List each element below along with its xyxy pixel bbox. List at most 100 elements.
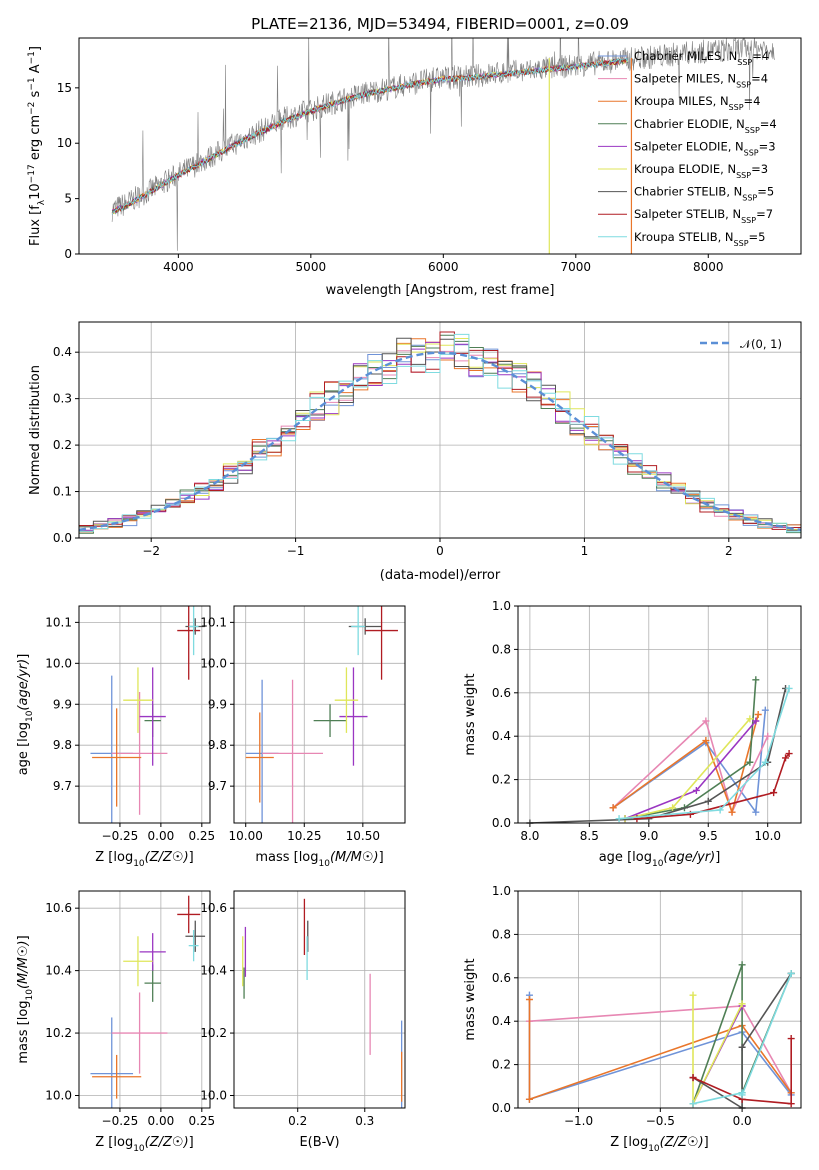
mass-vs-EBV-points bbox=[242, 898, 403, 1108]
spectrum-axes: 4000 5000 6000 7000 8000 0 5 10 15 bbox=[57, 81, 724, 274]
x-tick-label: 8.5 bbox=[580, 829, 599, 843]
mass-weight-marker bbox=[692, 786, 700, 794]
errorbar-point bbox=[177, 606, 201, 680]
x-tick-label: 9.5 bbox=[699, 829, 718, 843]
legend-entry: Salpeter STELIB, NSSP=7 bbox=[634, 207, 773, 225]
y-tick-label: 10.4 bbox=[45, 964, 72, 978]
errorbar-point bbox=[139, 933, 166, 971]
spectrum-lines bbox=[111, 38, 775, 254]
x-tick-label: 10.00 bbox=[229, 829, 263, 843]
errorbar-point bbox=[313, 704, 347, 738]
y-tick-label: 0.8 bbox=[492, 642, 511, 656]
mass-weight-marker bbox=[525, 1095, 533, 1103]
mass-weight-vs-Z-y-axis-label: mass weight bbox=[463, 958, 478, 1040]
errorbar-point bbox=[339, 667, 368, 766]
y-tick-label: 0.3 bbox=[53, 392, 72, 406]
y-tick-label: 0.2 bbox=[53, 438, 72, 452]
y-tick-label: 0.1 bbox=[53, 485, 72, 499]
mass-weight-marker bbox=[752, 676, 760, 684]
mass-weight-line bbox=[612, 710, 767, 815]
x-tick-label: 0 bbox=[436, 544, 444, 558]
x-tick-label: −0.25 bbox=[102, 829, 139, 843]
y-tick-label: 0 bbox=[64, 247, 72, 261]
x-tick-label: 10.25 bbox=[287, 829, 321, 843]
mass-weight-marker bbox=[689, 1100, 697, 1108]
residual-histogram-y-axis-label: Normed distribution bbox=[28, 365, 43, 495]
errorbar-point bbox=[92, 1054, 142, 1099]
mass-weight-marker bbox=[689, 1074, 697, 1082]
y-tick-label: 9.9 bbox=[208, 697, 227, 711]
mass-weight-marker bbox=[785, 684, 793, 692]
spectrum-legend: Chabrier MILES, NSSP=4 Salpeter MILES, NS… bbox=[598, 49, 777, 247]
x-tick-label: 0.0 bbox=[733, 1114, 752, 1128]
mass-weight-marker bbox=[689, 991, 697, 999]
mass-weight-marker bbox=[738, 961, 746, 969]
y-tick-label: 0.8 bbox=[492, 927, 511, 941]
errorbar-point bbox=[123, 936, 153, 987]
x-tick-label: 0.25 bbox=[188, 829, 215, 843]
mass-vs-Z-axes: −0.25 0.00 0.25 10.0 10.2 10.4 10.6 bbox=[45, 891, 215, 1128]
y-tick-label: 10.2 bbox=[200, 1026, 227, 1040]
x-tick-label: −1.0 bbox=[564, 1114, 593, 1128]
errorbar-point bbox=[188, 930, 199, 962]
y-tick-label: 0.6 bbox=[492, 971, 511, 985]
mass-weight-marker bbox=[770, 789, 778, 797]
errorbar-point bbox=[92, 708, 142, 807]
y-tick-label: 9.7 bbox=[208, 779, 227, 793]
x-tick-label: 0.25 bbox=[188, 1114, 215, 1128]
age-vs-mass-points bbox=[245, 606, 398, 823]
y-tick-label: 0.2 bbox=[492, 773, 511, 787]
y-tick-label: 5 bbox=[64, 192, 72, 206]
x-tick-label: 8000 bbox=[693, 260, 724, 274]
errorbar-point bbox=[123, 667, 153, 733]
y-tick-label: 10.0 bbox=[200, 1089, 227, 1103]
age-vs-mass-frame bbox=[233, 605, 406, 824]
legend-entry: Chabrier STELIB, NSSP=5 bbox=[634, 185, 774, 203]
x-tick-label: 0.2 bbox=[288, 1114, 307, 1128]
x-tick-label: 4000 bbox=[163, 260, 194, 274]
x-tick-label: 10.0 bbox=[754, 829, 781, 843]
mass-weight-marker bbox=[738, 1000, 746, 1008]
x-tick-label: 5000 bbox=[296, 260, 327, 274]
mass-weight-line bbox=[619, 688, 790, 820]
y-tick-label: 1.0 bbox=[492, 884, 511, 898]
x-tick-label: 8.0 bbox=[520, 829, 539, 843]
age-vs-mass-axes: 10.00 10.25 10.50 9.7 9.8 9.9 10.0 10.1 bbox=[200, 606, 405, 843]
mass-weight-marker bbox=[738, 1091, 746, 1099]
errorbar-point bbox=[90, 1017, 134, 1108]
spectrum-model-line bbox=[112, 56, 629, 214]
errorbar-point bbox=[185, 920, 206, 952]
x-tick-label: −2 bbox=[142, 544, 160, 558]
mass-weight-vs-Z-axes: −1.0 −0.5 0.0 0.0 0.2 0.4 0.6 0.8 1.0 bbox=[492, 884, 801, 1128]
age-vs-Z-axes: −0.25 0.00 0.25 9.7 9.8 9.9 10.0 10.1 bbox=[45, 606, 215, 843]
errorbar-point bbox=[262, 679, 324, 823]
x-tick-label: 6000 bbox=[428, 260, 459, 274]
mass-vs-EBV-frame bbox=[233, 890, 406, 1109]
mass-weight-vs-age-x-axis-label: age [log10(age/yr)] bbox=[599, 850, 721, 869]
x-tick-label: 1 bbox=[581, 544, 589, 558]
mass-weight-marker bbox=[746, 758, 754, 766]
histogram-steps bbox=[79, 331, 801, 534]
x-tick-label: 7000 bbox=[561, 260, 592, 274]
spectrum-frame bbox=[78, 37, 802, 255]
y-tick-label: 0.0 bbox=[492, 816, 511, 830]
age-vs-Z-x-axis-label: Z [log10(Z/Z☉)] bbox=[95, 850, 193, 869]
mass-weight-marker bbox=[716, 806, 724, 814]
mass-vs-EBV-x-axis-label: E(B-V) bbox=[299, 1135, 339, 1150]
errorbar-point bbox=[351, 606, 366, 656]
mass-vs-Z-y-axis-label: mass [log10(M/M☉)] bbox=[16, 935, 35, 1063]
mass-weight-marker bbox=[702, 737, 710, 745]
errorbar-point bbox=[334, 667, 359, 733]
legend-entry: Kroupa STELIB, NSSP=5 bbox=[634, 230, 765, 248]
y-tick-label: 0.0 bbox=[53, 531, 72, 545]
age-vs-Z-y-axis-label: age [log10(age/yr)] bbox=[16, 654, 35, 776]
errorbar-point bbox=[365, 606, 398, 680]
legend-entry: Salpeter ELODIE, NSSP=3 bbox=[634, 139, 776, 157]
spectrum-y-axis-label: Flux [fλ10−17 erg cm−2 s−1 A−1] bbox=[27, 46, 47, 246]
mass-weight-marker bbox=[609, 804, 617, 812]
x-tick-label: −0.25 bbox=[102, 1114, 139, 1128]
y-tick-label: 9.7 bbox=[53, 779, 72, 793]
mass-weight-marker bbox=[787, 969, 795, 977]
y-tick-label: 10.6 bbox=[45, 901, 72, 915]
mass-weight-marker bbox=[633, 815, 641, 823]
